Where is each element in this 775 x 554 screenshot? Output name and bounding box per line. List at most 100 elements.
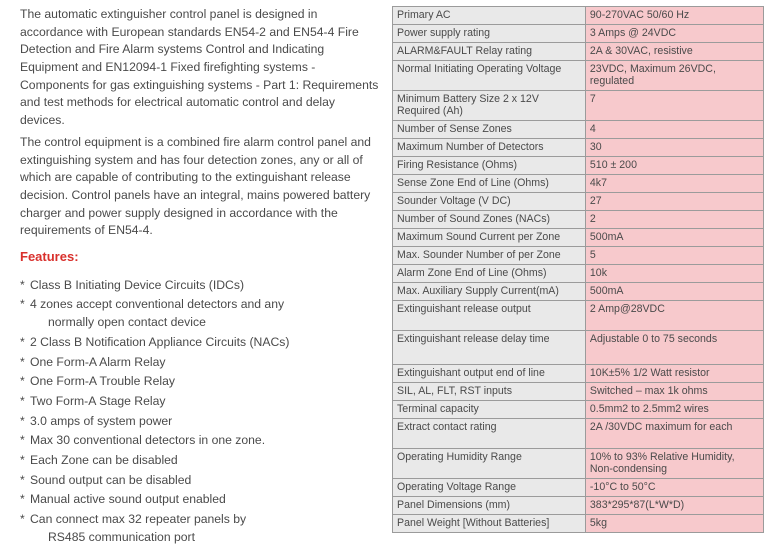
spec-value: -10°C to 50°C xyxy=(585,479,763,497)
spec-key: Number of Sound Zones (NACs) xyxy=(393,211,586,229)
spec-row: Minimum Battery Size 2 x 12V Required (A… xyxy=(393,91,764,121)
spec-row: Maximum Sound Current per Zone500mA xyxy=(393,229,764,247)
feature-item: 2 Class B Notification Appliance Circuit… xyxy=(20,334,382,352)
spec-row: Sounder Voltage (V DC)27 xyxy=(393,193,764,211)
spec-table: Primary AC90-270VAC 50/60 HzPower supply… xyxy=(392,6,764,533)
spec-value: 10K±5% 1/2 Watt resistor xyxy=(585,365,763,383)
spec-key: Extinguishant release output xyxy=(393,301,586,331)
spec-row: Panel Dimensions (mm)383*295*87(L*W*D) xyxy=(393,497,764,515)
feature-item: Can connect max 32 repeater panels by RS4… xyxy=(20,511,382,546)
feature-text: Two Form-A Stage Relay xyxy=(30,394,165,408)
feature-text: Sound output can be disabled xyxy=(30,473,191,487)
spec-key: Sounder Voltage (V DC) xyxy=(393,193,586,211)
spec-key: SIL, AL, FLT, RST inputs xyxy=(393,383,586,401)
spec-value: 2 Amp@28VDC xyxy=(585,301,763,331)
spec-value: 10k xyxy=(585,265,763,283)
feature-text: 3.0 amps of system power xyxy=(30,414,172,428)
spec-key: Terminal capacity xyxy=(393,401,586,419)
spec-row: Normal Initiating Operating Voltage23VDC… xyxy=(393,61,764,91)
spec-value: 23VDC, Maximum 26VDC, regulated xyxy=(585,61,763,91)
spec-value: 30 xyxy=(585,139,763,157)
spec-key: Max. Sounder Number of per Zone xyxy=(393,247,586,265)
spec-key: Number of Sense Zones xyxy=(393,121,586,139)
spec-value: 2A & 30VAC, resistive xyxy=(585,43,763,61)
spec-key: Panel Weight [Without Batteries] xyxy=(393,515,586,533)
spec-key: Minimum Battery Size 2 x 12V Required (A… xyxy=(393,91,586,121)
spec-table-body: Primary AC90-270VAC 50/60 HzPower supply… xyxy=(393,7,764,533)
intro-paragraph-1: The automatic extinguisher control panel… xyxy=(20,6,382,130)
spec-key: Extract contact rating xyxy=(393,419,586,449)
spec-row: Primary AC90-270VAC 50/60 Hz xyxy=(393,7,764,25)
feature-item: Class B Initiating Device Circuits (IDCs… xyxy=(20,277,382,295)
spec-row: Operating Voltage Range-10°C to 50°C xyxy=(393,479,764,497)
spec-row: Extinguishant release delay timeAdjustab… xyxy=(393,331,764,365)
spec-row: Terminal capacity0.5mm2 to 2.5mm2 wires xyxy=(393,401,764,419)
feature-text: Each Zone can be disabled xyxy=(30,453,178,467)
spec-value: 7 xyxy=(585,91,763,121)
spec-key: Extinguishant output end of line xyxy=(393,365,586,383)
spec-key: Operating Humidity Range xyxy=(393,449,586,479)
spec-row: ALARM&FAULT Relay rating2A & 30VAC, resi… xyxy=(393,43,764,61)
spec-value: 5 xyxy=(585,247,763,265)
spec-value: 2A /30VDC maximum for each xyxy=(585,419,763,449)
feature-item: Max 30 conventional detectors in one zon… xyxy=(20,432,382,450)
feature-text: 2 Class B Notification Appliance Circuit… xyxy=(30,335,289,349)
spec-value: 10% to 93% Relative Humidity, Non-conden… xyxy=(585,449,763,479)
spec-value: 27 xyxy=(585,193,763,211)
spec-key: Maximum Number of Detectors xyxy=(393,139,586,157)
spec-value: 4k7 xyxy=(585,175,763,193)
spec-row: Extinguishant release output2 Amp@28VDC xyxy=(393,301,764,331)
spec-key: Primary AC xyxy=(393,7,586,25)
spec-key: Sense Zone End of Line (Ohms) xyxy=(393,175,586,193)
spec-value: 90-270VAC 50/60 Hz xyxy=(585,7,763,25)
feature-item: Sound output can be disabled xyxy=(20,472,382,490)
spec-key: Max. Auxiliary Supply Current(mA) xyxy=(393,283,586,301)
intro-paragraph-2: The control equipment is a combined fire… xyxy=(20,134,382,240)
spec-value: 2 xyxy=(585,211,763,229)
feature-subtext: RS485 communication port xyxy=(30,529,382,547)
description-column: The automatic extinguisher control panel… xyxy=(20,6,382,548)
spec-row: Extract contact rating2A /30VDC maximum … xyxy=(393,419,764,449)
feature-item: One Form-A Trouble Relay xyxy=(20,373,382,391)
spec-key: Alarm Zone End of Line (Ohms) xyxy=(393,265,586,283)
spec-row: Maximum Number of Detectors30 xyxy=(393,139,764,157)
spec-key: Normal Initiating Operating Voltage xyxy=(393,61,586,91)
spec-value: 383*295*87(L*W*D) xyxy=(585,497,763,515)
spec-value: 5kg xyxy=(585,515,763,533)
feature-text: Max 30 conventional detectors in one zon… xyxy=(30,433,265,447)
spec-row: SIL, AL, FLT, RST inputsSwitched – max 1… xyxy=(393,383,764,401)
features-list: Class B Initiating Device Circuits (IDCs… xyxy=(20,277,382,547)
feature-item: One Form-A Alarm Relay xyxy=(20,354,382,372)
spec-row: Max. Sounder Number of per Zone5 xyxy=(393,247,764,265)
spec-row: Alarm Zone End of Line (Ohms)10k xyxy=(393,265,764,283)
spec-key: Maximum Sound Current per Zone xyxy=(393,229,586,247)
feature-item: 4 zones accept conventional detectors an… xyxy=(20,296,382,331)
feature-text: 4 zones accept conventional detectors an… xyxy=(30,297,284,311)
spec-row: Sense Zone End of Line (Ohms)4k7 xyxy=(393,175,764,193)
spec-key: Panel Dimensions (mm) xyxy=(393,497,586,515)
spec-column: Primary AC90-270VAC 50/60 HzPower supply… xyxy=(392,6,764,548)
spec-row: Number of Sense Zones4 xyxy=(393,121,764,139)
spec-row: Extinguishant output end of line10K±5% 1… xyxy=(393,365,764,383)
spec-key: ALARM&FAULT Relay rating xyxy=(393,43,586,61)
spec-value: Adjustable 0 to 75 seconds xyxy=(585,331,763,365)
spec-row: Max. Auxiliary Supply Current(mA)500mA xyxy=(393,283,764,301)
feature-text: One Form-A Trouble Relay xyxy=(30,374,175,388)
spec-value: 510 ± 200 xyxy=(585,157,763,175)
spec-row: Firing Resistance (Ohms)510 ± 200 xyxy=(393,157,764,175)
spec-key: Power supply rating xyxy=(393,25,586,43)
spec-value: 500mA xyxy=(585,283,763,301)
feature-item: 3.0 amps of system power xyxy=(20,413,382,431)
feature-text: Can connect max 32 repeater panels by xyxy=(30,512,246,526)
spec-key: Operating Voltage Range xyxy=(393,479,586,497)
spec-row: Operating Humidity Range10% to 93% Relat… xyxy=(393,449,764,479)
spec-value: Switched – max 1k ohms xyxy=(585,383,763,401)
spec-value: 3 Amps @ 24VDC xyxy=(585,25,763,43)
spec-key: Extinguishant release delay time xyxy=(393,331,586,365)
feature-item: Manual active sound output enabled xyxy=(20,491,382,509)
feature-subtext: normally open contact device xyxy=(30,314,382,332)
feature-text: Manual active sound output enabled xyxy=(30,492,226,506)
feature-text: Class B Initiating Device Circuits (IDCs… xyxy=(30,278,244,292)
spec-row: Power supply rating3 Amps @ 24VDC xyxy=(393,25,764,43)
spec-row: Panel Weight [Without Batteries]5kg xyxy=(393,515,764,533)
